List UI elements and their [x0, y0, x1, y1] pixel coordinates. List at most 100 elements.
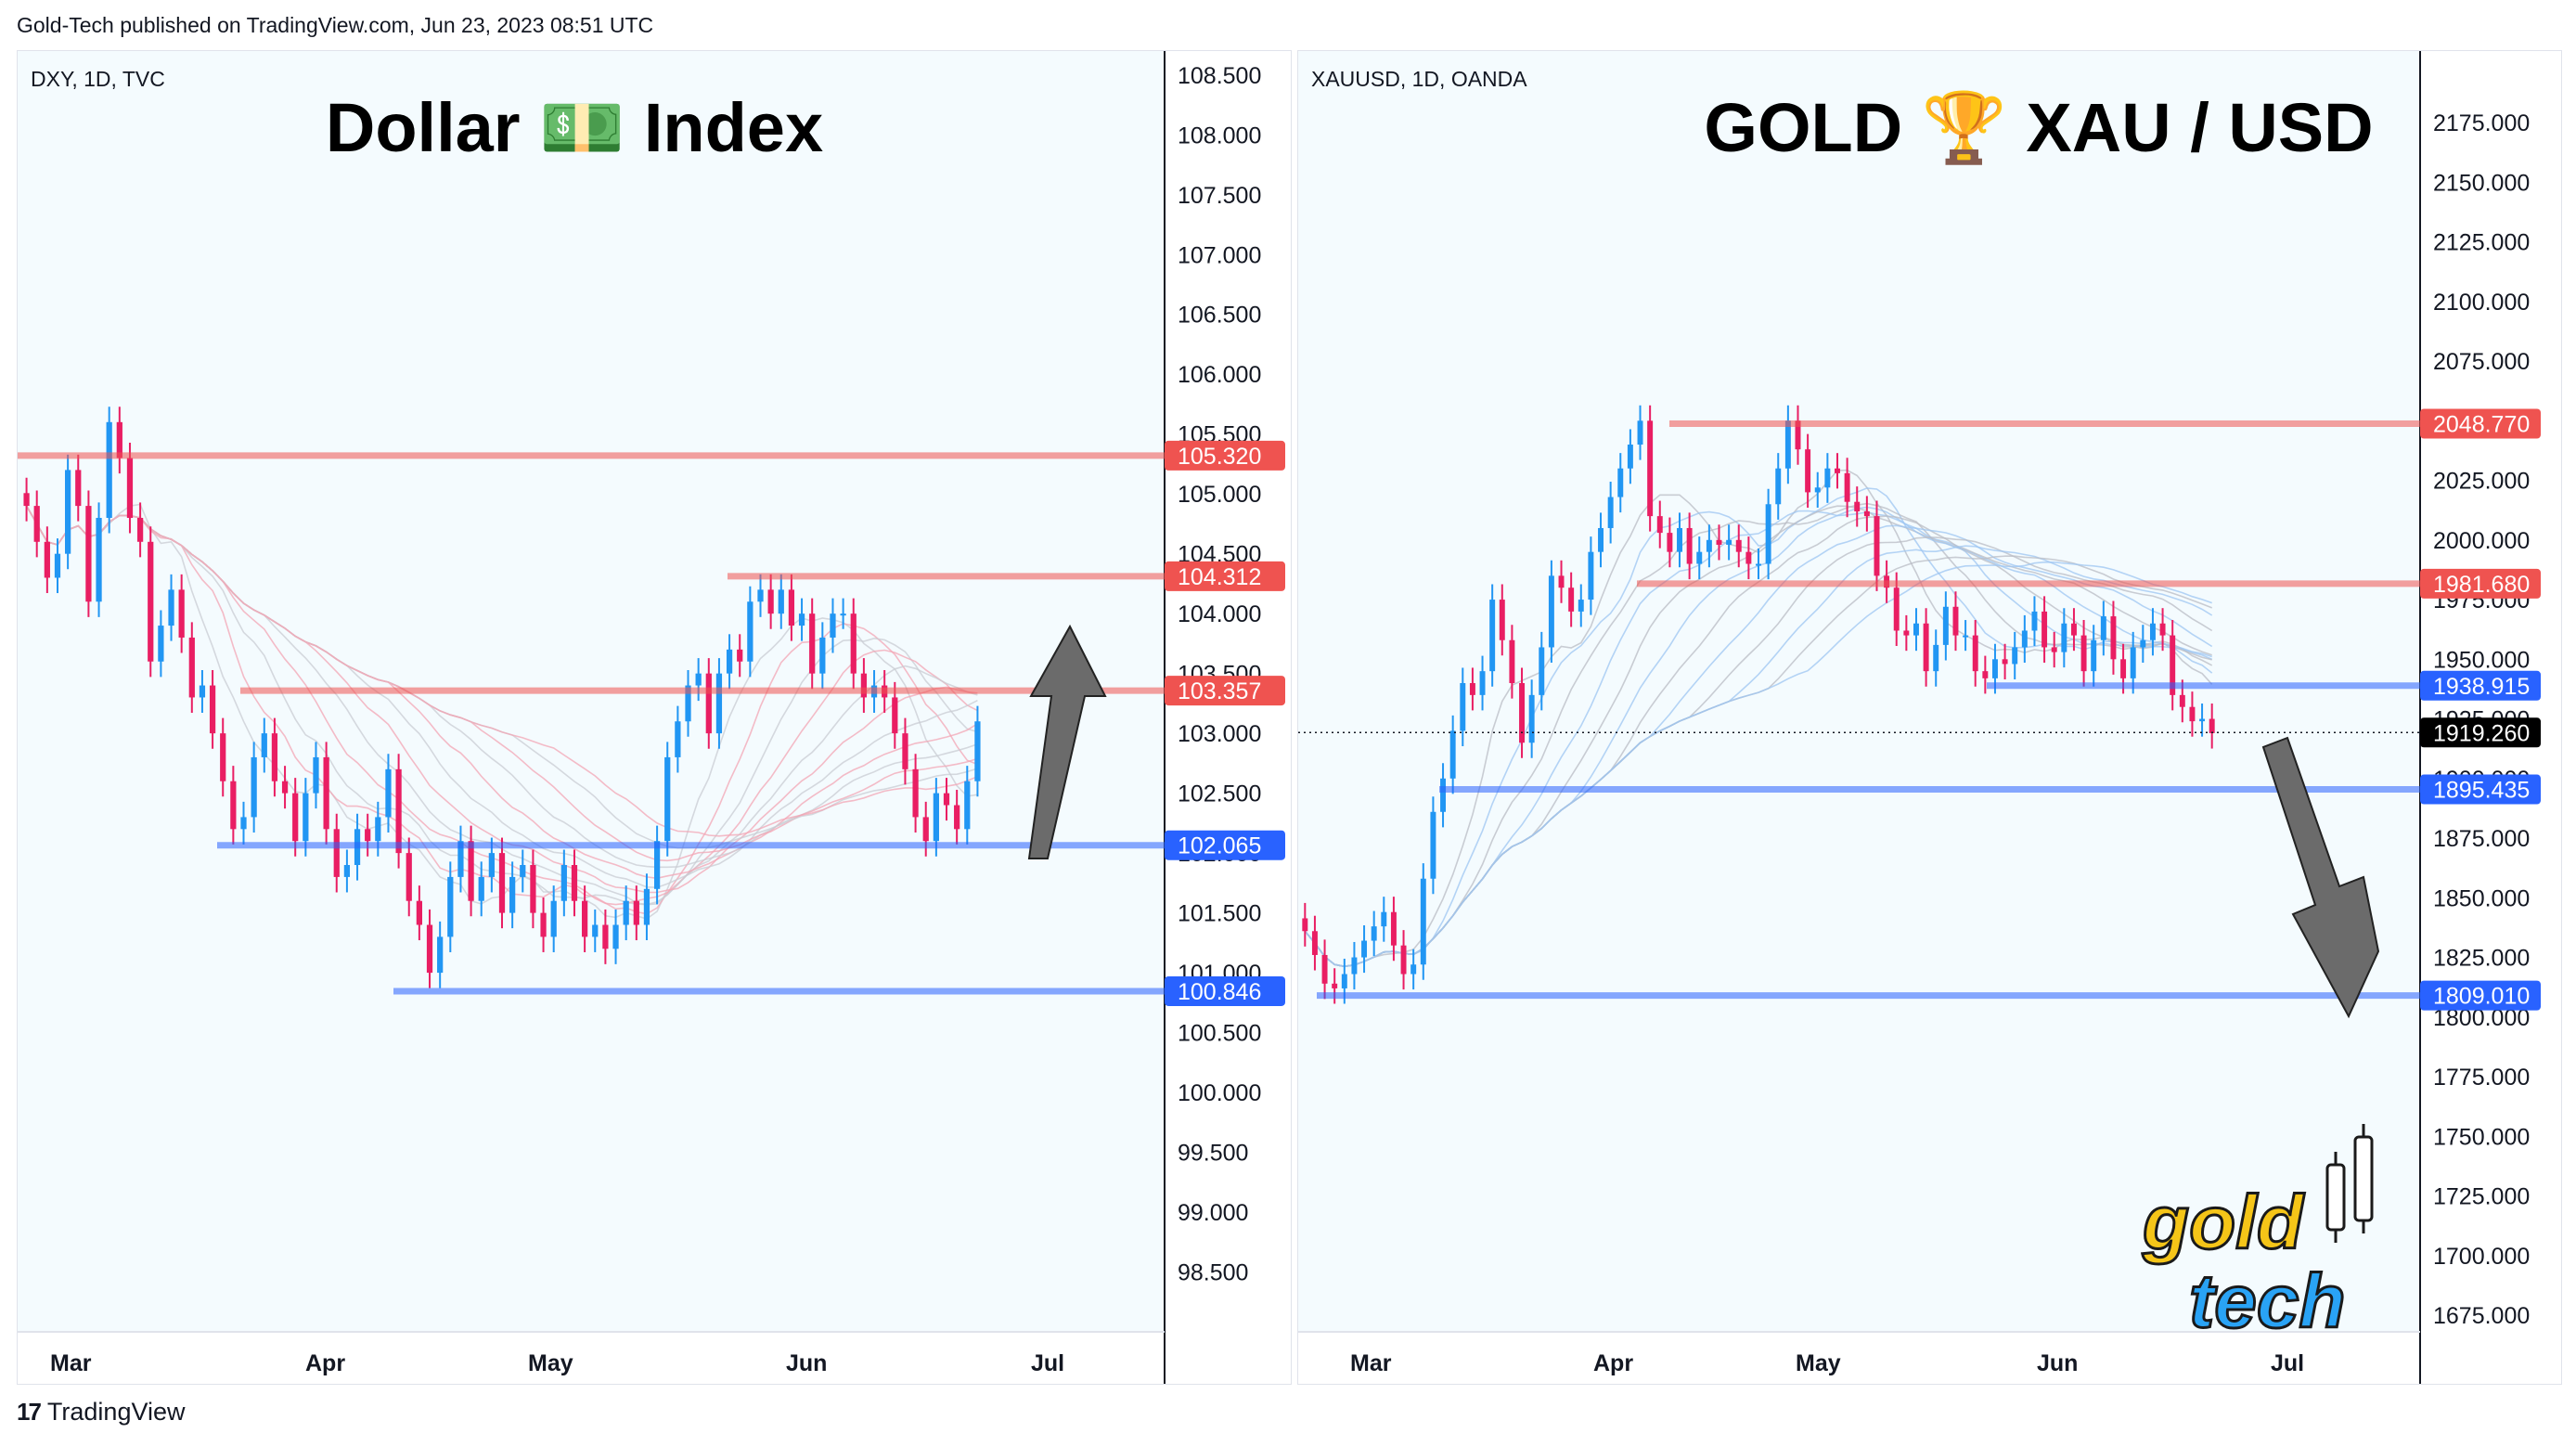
- candle-body: [1588, 551, 1594, 600]
- y-tick-label: 2075.000: [2433, 349, 2530, 375]
- candle-body: [2041, 611, 2048, 648]
- x-tick-label: May: [1796, 1350, 1841, 1376]
- gold-chart-svg[interactable]: 2175.000 2150.000 2125.000 2100.000 2075.000…: [1298, 51, 2561, 1384]
- candle-body: [2199, 718, 2206, 722]
- candle-body: [1341, 974, 1347, 988]
- candle-body: [1311, 931, 1318, 955]
- tradingview-footer[interactable]: 17 TradingView: [17, 1398, 186, 1427]
- candle-body: [2130, 647, 2136, 678]
- y-tick-label: 2025.000: [2433, 469, 2530, 495]
- y-tick-label: 2175.000: [2433, 110, 2530, 136]
- chart-title: GOLD 🏆 XAU / USD: [1704, 88, 2373, 167]
- candle-body: [2021, 630, 2028, 648]
- symbol-label: DXY, 1D, TVC: [31, 67, 165, 91]
- candle-body: [695, 673, 702, 686]
- candle-body: [416, 900, 423, 925]
- candle-body: [2110, 616, 2117, 660]
- y-tick-label: 101.500: [1178, 901, 1261, 927]
- candle-body: [705, 673, 712, 734]
- candle-body: [333, 829, 340, 877]
- candle-body: [643, 888, 650, 925]
- candle-body: [251, 756, 257, 818]
- x-tick-label: Jun: [2037, 1350, 2078, 1376]
- x-tick-label: May: [528, 1350, 573, 1376]
- candle-body: [943, 793, 950, 806]
- candle-icon-body: [2325, 1163, 2346, 1232]
- candle-body: [2149, 623, 2156, 640]
- candle-body: [1351, 957, 1358, 975]
- candle-body: [1667, 533, 1673, 552]
- level-price-label: 1809.010: [2433, 984, 2530, 1010]
- candle-body: [1430, 811, 1436, 879]
- tradingview-brand: TradingView: [46, 1398, 186, 1426]
- candle-body: [623, 900, 629, 925]
- y-tick-label: 2000.000: [2433, 528, 2530, 554]
- candle-body: [457, 841, 464, 877]
- candle-body: [406, 853, 412, 901]
- dxy-chart-svg[interactable]: 108.500 108.000 107.500 107.000 106.500 106.0…: [18, 51, 1291, 1384]
- candle-body: [560, 865, 567, 901]
- candle-body: [1696, 551, 1703, 564]
- x-tick-label: Apr: [305, 1350, 345, 1376]
- candle-body: [1410, 964, 1417, 975]
- candle-body: [1568, 587, 1575, 612]
- candle-body: [860, 673, 868, 698]
- plot-background: [1298, 51, 2420, 1332]
- candle-body: [1627, 445, 1633, 469]
- candle-body: [1381, 911, 1387, 927]
- candle-body: [954, 805, 960, 830]
- candle-body: [1775, 468, 1782, 505]
- candle-body: [1824, 468, 1831, 488]
- candle-body: [2159, 623, 2166, 636]
- dxy-chart-panel[interactable]: 108.500 108.000 107.500 107.000 106.500 106.0…: [17, 50, 1292, 1385]
- candle-body: [65, 470, 71, 554]
- level-price-label: 100.846: [1178, 979, 1261, 1005]
- candle-body: [1578, 600, 1584, 612]
- candle-body: [2061, 623, 2067, 652]
- level-price-tag: [2420, 670, 2541, 701]
- candle-body: [468, 841, 474, 901]
- x-tick-label: Mar: [1350, 1350, 1392, 1376]
- candle-body: [1390, 911, 1397, 946]
- gold-chart-panel[interactable]: 2175.000 2150.000 2125.000 2100.000 2075.000…: [1297, 50, 2562, 1385]
- candle-body: [974, 721, 981, 781]
- candle-body: [2140, 639, 2146, 648]
- candle-body: [2209, 718, 2215, 733]
- candle-body: [2120, 659, 2127, 678]
- last-price-tag: [2420, 717, 2541, 748]
- publisher-attribution: Gold-Tech published on TradingView.com, …: [17, 13, 654, 37]
- candle-body: [1784, 420, 1791, 469]
- candle-body: [498, 853, 506, 913]
- candle-body: [581, 900, 588, 937]
- candle-body: [2051, 647, 2057, 652]
- y-tick-label: 106.000: [1178, 362, 1261, 388]
- candle-body: [612, 924, 619, 949]
- candle-body: [685, 685, 691, 722]
- candle-body: [1332, 983, 1338, 988]
- candle-body: [240, 817, 247, 830]
- candle-body: [1765, 504, 1771, 564]
- candle-body: [395, 768, 402, 854]
- x-tick-label: Jul: [1031, 1350, 1064, 1376]
- candle-body: [747, 601, 753, 662]
- candle-body: [1942, 606, 1949, 645]
- candle-body: [550, 900, 557, 937]
- goldtech-logo-text: gold: [2142, 1181, 2305, 1265]
- candle-body: [281, 781, 289, 794]
- candle-body: [1893, 587, 1900, 631]
- y-tick-label: 105.000: [1178, 482, 1261, 508]
- candlestick-icon: [2325, 1124, 2374, 1243]
- candle-body: [1440, 778, 1447, 812]
- candle-body: [1835, 468, 1840, 473]
- candle-body: [1706, 539, 1712, 552]
- candle-body: [1814, 487, 1821, 493]
- level-price-label: 104.312: [1178, 564, 1261, 590]
- candle-body: [385, 768, 392, 818]
- bearish-arrow-icon: [2261, 736, 2380, 1019]
- candle-body: [75, 470, 82, 507]
- candle-body: [520, 865, 526, 877]
- candle-body: [1726, 539, 1732, 545]
- candle-body: [426, 924, 433, 974]
- candle-body: [1539, 647, 1545, 695]
- level-price-tag: [2420, 568, 2541, 599]
